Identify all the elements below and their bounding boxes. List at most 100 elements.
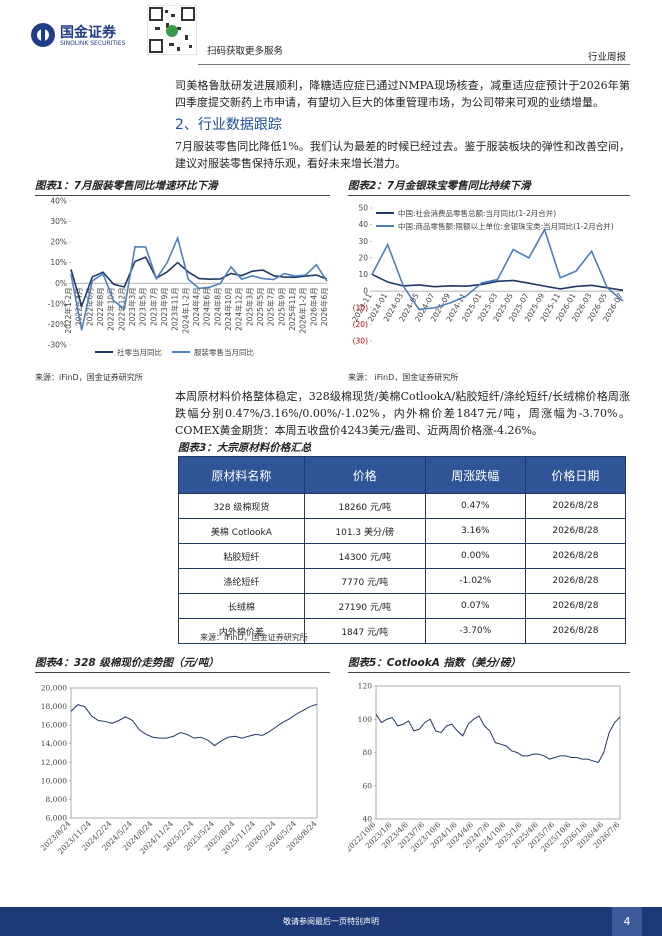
y-tick-label: 80 [362,748,372,757]
table-cell: 101.3 美分/磅 [303,518,426,544]
y-tick-label: (20) [353,320,368,329]
table-cell: 27190 元/吨 [303,593,426,619]
y-tick-label: 20,000 [41,684,67,693]
figure-title: 图表5：CotlookA 指数（美分/磅） [348,655,630,673]
header-rule [198,64,630,65]
y-tick-label: 30% [50,217,67,226]
page-number: 4 [612,907,642,936]
y-tick-label: (10) [353,303,368,312]
table-row: 328 级棉现货 18260 元/吨 0.47% 2026/8/28 [178,493,627,519]
x-tick-label: 2026年6月 [319,287,329,326]
series-line [371,227,624,311]
x-tick-label: 2025年3月 [244,287,254,326]
y-tick-label: 0 [363,287,368,296]
legend-swatch [376,225,394,227]
figure-title: 图表4：328 级棉现价走势图（元/吨） [35,655,330,673]
x-tick-label: 2023年5月 [138,287,148,326]
paragraph: 7月服装零售同比降低1%。我们认为最差的时候已经过去。鉴于服装板块的弹性和改善空… [175,140,630,170]
y-tick-label: -30% [48,341,67,350]
table-cell: 7770 元/吨 [303,568,426,594]
legend-label: 中国:社会消费品零售总额:当月同比(1-2月合并) [398,209,557,218]
series-line [70,256,328,309]
section-title: 2、行业数据跟踪 [175,117,282,133]
table-row: 粘胶短纤 14300 元/吨 0.00% 2026/8/28 [178,543,627,569]
table-source: 来源：iFinD，国金证券研究所 [200,633,308,642]
y-tick-label: 40 [358,220,368,229]
legend: 中国:社会消费品零售总额:当月同比(1-2月合并) 中国:商品零售额:限额以上单位… [376,208,616,232]
x-tick-label: 2024年6月 [202,287,212,326]
paragraph: 司美格鲁肽研发进展顺利，降糖适应症已通过NMPA现场核查，减重适应症预计于202… [175,79,630,109]
y-tick-label: 20% [50,238,67,247]
figure-source: 来源： iFinD，国金证券研究所 [348,373,459,382]
y-tick-label: 120 [358,682,373,691]
table-row: 内外棉价差 1847 元/吨 -3.70% 2026/8/28 [178,618,627,644]
x-tick-label: 2024年8月 [212,287,222,326]
x-tick-label: 2025年11月 [287,287,297,331]
series-line [70,703,318,747]
figure-source: 来源：iFinD，国金证券研究所 [35,373,143,382]
plot-frame [70,687,318,819]
table-cell: 0.07% [424,593,526,619]
legend-swatch [376,212,394,214]
legend: 社零当月同比 服装零售当月同比 [95,347,254,358]
x-tick-label: 2022年6月 [84,287,94,326]
x-tick-label: 2026年4月 [308,287,318,326]
x-tick-label: 2025年5月 [255,287,265,326]
chart-plot: 4060801001202022/10/62023/1/62023/4/6202… [344,682,622,854]
y-tick-label: 8,000 [46,795,68,804]
legend-swatch [95,351,113,353]
y-tick-label: -20% [48,320,67,329]
x-tick-label: 2023年11月 [170,287,180,331]
x-tick-label: 2023年3月 [127,287,137,326]
figure: 40 60 80 100 120 2022/10/6 2023/1/6 2023/4/6 202… [344,675,633,865]
y-tick-label: 10% [50,258,67,267]
figure-title: 图表2：7月金银珠宝零售同比持续下滑 [348,178,630,196]
plot-frame [375,685,621,820]
legend-item: 中国:商品零售额:限额以上单位:金银珠宝类:当月同比(1-2月合并) [376,221,616,232]
x-tick-label: 2022年12月 [116,287,126,331]
y-tick-label: 100 [358,715,373,724]
figure: -30% -20% -10% 0% 10% 20% 30% 40% 2022年1-2月 2022年… [35,195,335,365]
y-tick-label: 60 [362,781,372,790]
series-line [70,235,328,331]
x-tick-label: 2023年7月 [148,287,158,326]
table-cell: 0.00% [424,543,526,569]
table-cell: 14300 元/吨 [303,543,426,569]
header-cell: 周涨跌幅 [424,456,526,494]
table-cell: 2026/8/28 [524,493,627,519]
report-type: 行业周报 [588,52,627,63]
y-tick-label: 50 [358,204,368,213]
table-cell: 内外棉价差 [178,618,305,644]
y-tick-label: 14,000 [41,739,67,748]
table-cell: 2026/8/28 [524,618,627,644]
header-cell: 原材料名称 [178,456,305,494]
y-tick-label: (30) [353,337,368,346]
legend-label: 社零当月同比 [117,348,162,357]
x-tick-label: 2022年10月 [106,287,116,331]
table-row: 长绒棉 27190 元/吨 0.07% 2026/8/28 [178,593,627,619]
figure: (30) (20) (10) 0 10 20 30 40 50 2023-11 2024-01 202… [348,198,633,363]
x-tick-label: 2022年8月 [95,287,105,326]
footer-bar [0,907,662,936]
table-cell: 1847 元/吨 [303,618,426,644]
table-cell: 涤纶短纤 [178,568,305,594]
x-tick-label: 2024年1-2月 [180,287,190,333]
x-tick-label: 2024年12月 [234,287,244,331]
table-cell: 美棉 CotlookA [178,518,305,544]
legend-label: 服装零售当月同比 [194,348,254,357]
y-tick-label: 10 [358,270,368,279]
y-tick-label: 40% [50,197,67,206]
table-cell: 粘胶短纤 [178,543,305,569]
table-row: 美棉 CotlookA 101.3 美分/磅 3.16% 2026/8/28 [178,518,627,544]
table-cell: -3.70% [424,618,526,644]
table-cell: 18260 元/吨 [303,493,426,519]
table-cell: 2026/8/28 [524,568,627,594]
x-tick-label: 2024年4月 [191,287,201,326]
chart-plot: 6,000 8,000 10,000 12,000 14,000 16,000 18,000… [39,684,319,856]
logo-name: 国金证券 [60,25,116,41]
chart-plot: (30)(20)(10)010203040502023-112024-01202… [350,204,625,346]
paragraph: 本周原材料价格整体稳定，328级棉现货/美棉CotlookA/粘胶短纤/涤纶短纤… [175,390,630,437]
y-tick-label: 6,000 [46,814,68,823]
x-tick-label: 2026年1-2月 [298,287,308,333]
table-wrap: 原材料名称 价格 周涨跌幅 价格日期 328 级棉现货 18260 元/吨 0.47% 202… [178,456,627,644]
